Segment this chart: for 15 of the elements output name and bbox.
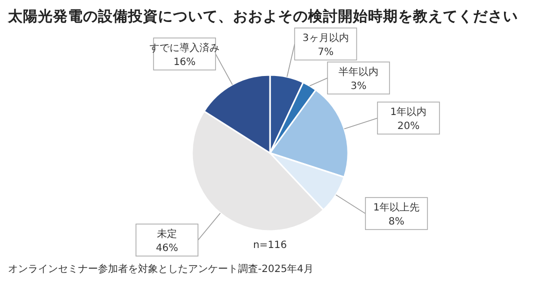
slice-label: すでに導入済み: [150, 42, 220, 54]
slice-label: 1年以内: [390, 106, 427, 118]
data-label: 7%: [318, 47, 334, 58]
slice-label: 半年以内: [338, 66, 379, 78]
text: オンラインセミナー参加者を対象としたアンケート調査-2025年4月: [8, 263, 314, 275]
slice-label: 1年以上先: [373, 202, 420, 214]
data-label: 46%: [156, 243, 178, 254]
data-label: 20%: [397, 121, 420, 132]
chart-title: 太陽光発電の設備投資について、おおよその検討開始時期を教えてください: [7, 8, 518, 25]
data-label: 16%: [173, 56, 196, 68]
text: n=116: [253, 240, 287, 251]
data-label: 8%: [388, 216, 404, 228]
data-label: 3%: [350, 81, 366, 92]
slice-label: 3ヶ月以内: [302, 32, 349, 44]
slice-label: 未定: [156, 228, 177, 240]
